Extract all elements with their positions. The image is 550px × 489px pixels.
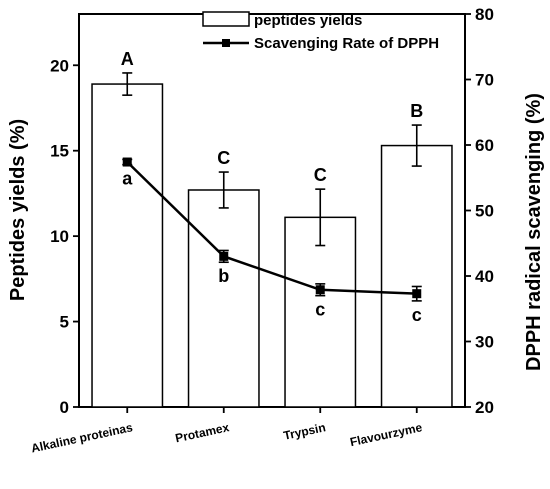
bar [187, 189, 260, 408]
y2-tick-label: 20 [475, 398, 494, 417]
bar-significance-label: A [121, 49, 134, 69]
y-tick-label: 0 [60, 398, 69, 417]
legend-line-label: Scavenging Rate of DPPH [254, 35, 439, 52]
y2-tick-label: 50 [475, 202, 494, 221]
dpph-point [315, 285, 325, 295]
dpph-series-line [126, 161, 417, 295]
bar-significance-label: B [410, 101, 423, 121]
x-tick-label: Flavourzyme [349, 420, 424, 449]
x-tick-label: Trypsin [282, 420, 327, 443]
bars-layer: A C C B [91, 49, 453, 408]
point-significance-label: c [315, 300, 325, 320]
y2-axis-title: DPPH radical scavenging (%) [523, 93, 545, 371]
y-tick-label: 5 [60, 313, 69, 332]
y2-tick-label: 80 [475, 5, 494, 24]
legend-bar-swatch [202, 11, 250, 27]
y-tick-label: 20 [50, 56, 69, 75]
x-tick-label: Protamex [174, 420, 231, 445]
y-axis-title: Peptides yields (%) [7, 119, 29, 301]
legend-bar-label: peptides yields [254, 12, 362, 29]
bar [380, 144, 453, 408]
y2-tick-label: 60 [475, 136, 494, 155]
y2-tick-label: 30 [475, 333, 494, 352]
y2-tick-label: 40 [475, 267, 494, 286]
point-significance-label: c [412, 305, 422, 325]
y-tick-label: 10 [50, 227, 69, 246]
legend-line-marker [222, 39, 230, 47]
x-tick-label: Alkaline proteinas [30, 420, 134, 455]
dpph-point [219, 251, 229, 261]
bar-significance-label: C [217, 148, 230, 168]
point-significance-label: a [122, 169, 133, 189]
bar-significance-label: C [314, 165, 327, 185]
dpph-point [122, 157, 132, 167]
y-tick-label: 15 [50, 142, 69, 161]
bar [91, 83, 164, 408]
dpph-point [412, 289, 422, 299]
y2-tick-label: 70 [475, 71, 494, 90]
line-layer: a b c c [122, 157, 422, 325]
point-significance-label: b [218, 266, 229, 286]
legend: peptides yields Scavenging Rate of DPPH [202, 11, 439, 52]
